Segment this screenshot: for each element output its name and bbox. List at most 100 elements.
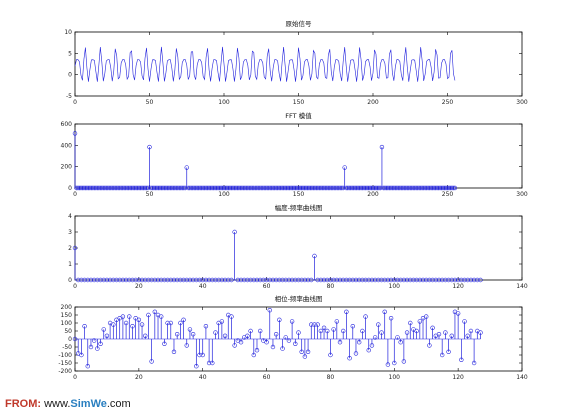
stem-marker	[123, 277, 129, 283]
stem-marker	[159, 185, 164, 191]
stem-marker	[329, 185, 334, 191]
stem-marker	[217, 185, 222, 191]
stem-marker	[155, 277, 161, 283]
stem-marker	[293, 341, 298, 346]
stem-marker	[462, 277, 467, 283]
stem-marker	[104, 185, 109, 191]
stem-marker	[194, 364, 199, 369]
stem-marker	[120, 277, 126, 283]
stem-marker	[98, 341, 103, 346]
stem-marker	[123, 320, 129, 326]
stem-marker	[288, 185, 294, 191]
stem-marker	[437, 185, 443, 191]
stem-marker	[218, 185, 224, 191]
stem-marker	[289, 319, 295, 324]
stem-marker	[197, 185, 203, 191]
watermark-from: FROM:	[5, 398, 42, 410]
x-tick-label: 20	[135, 374, 143, 381]
stem-marker	[111, 322, 116, 327]
y-tick-label: 150	[61, 312, 73, 319]
y-tick-label: 5	[68, 50, 72, 57]
stem-marker	[180, 185, 185, 191]
stem-marker	[436, 332, 442, 337]
stem-marker	[335, 185, 340, 191]
y-tick-label: 1	[68, 261, 72, 268]
stem-marker	[366, 185, 371, 191]
stem-marker	[373, 185, 379, 191]
stem-marker	[415, 185, 420, 191]
stem-marker	[121, 185, 127, 191]
stem-marker	[356, 277, 362, 283]
stem-marker	[165, 185, 170, 191]
stem-marker	[141, 185, 146, 191]
stem-marker	[341, 328, 346, 334]
stem-marker	[157, 185, 163, 191]
stem-marker	[283, 335, 288, 340]
stem-marker	[181, 185, 186, 191]
stem-marker	[232, 343, 237, 348]
stem-marker	[282, 185, 288, 191]
stem-marker	[91, 338, 97, 343]
stem-marker	[88, 344, 94, 350]
stem-marker	[334, 319, 340, 324]
stem-marker	[449, 185, 455, 191]
stem-marker	[86, 185, 91, 191]
stem-marker	[338, 185, 343, 191]
plot-frame	[74, 31, 523, 97]
stem-marker	[95, 185, 100, 191]
stem-marker	[277, 317, 282, 322]
plot-frame	[74, 123, 523, 189]
stem-marker	[184, 343, 189, 348]
stem-marker	[192, 185, 197, 191]
stem-marker	[206, 185, 212, 191]
stem-marker	[390, 185, 395, 191]
stem-marker	[299, 349, 304, 354]
stem-marker	[344, 309, 349, 314]
stem-marker	[391, 185, 397, 191]
y-tick-label: -150	[58, 360, 72, 367]
stem-marker	[145, 185, 151, 191]
stem-marker	[120, 185, 125, 191]
stem-marker	[139, 277, 145, 283]
stem-marker	[178, 277, 183, 283]
stem-marker	[417, 319, 423, 324]
stem-marker	[293, 185, 298, 191]
stem-marker	[79, 277, 84, 283]
stem-marker	[194, 277, 199, 283]
plot-3: 幅度-频率曲线图 0 20 40 60 80 100 120 140 0 1 2 3 4	[68, 203, 528, 290]
stem-marker	[221, 185, 227, 191]
stem-marker	[417, 277, 423, 283]
stem-marker	[284, 185, 289, 191]
stem-marker	[401, 277, 407, 283]
stem-marker	[312, 253, 317, 259]
stem-marker	[434, 185, 440, 191]
stem-marker	[83, 185, 88, 191]
stem-marker	[87, 185, 93, 191]
stem-marker	[305, 277, 311, 283]
stem-marker	[321, 277, 327, 283]
stem-marker	[451, 185, 456, 191]
stem-marker	[275, 185, 280, 191]
stem-marker	[427, 185, 432, 191]
stem-marker	[433, 277, 438, 283]
stem-marker	[443, 185, 449, 191]
stem-marker	[197, 277, 202, 283]
stem-marker	[345, 185, 350, 191]
stem-marker	[171, 277, 177, 283]
stem-marker	[372, 277, 378, 283]
x-tick-label: 120	[452, 374, 464, 381]
signal-line	[74, 46, 456, 82]
stem-marker	[376, 322, 381, 327]
stem-marker	[327, 185, 332, 191]
stem-marker	[297, 185, 303, 191]
stem-marker	[205, 185, 210, 191]
stem-marker	[334, 277, 340, 283]
stem-marker	[245, 333, 250, 338]
stem-marker	[159, 277, 164, 283]
stem-marker	[424, 185, 429, 191]
stem-marker	[186, 185, 191, 191]
stem-marker	[133, 185, 139, 191]
stem-marker	[130, 185, 136, 191]
stem-marker	[222, 277, 228, 283]
stem-marker	[328, 352, 333, 358]
